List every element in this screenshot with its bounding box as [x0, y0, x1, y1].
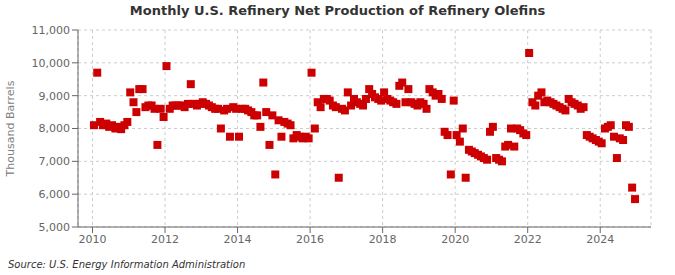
svg-text:2020: 2020	[441, 233, 469, 246]
svg-text:2016: 2016	[296, 233, 324, 246]
html-text:Source: U.S. Energy Informatio: Source: U.S. Energy Information Administ…	[8, 259, 246, 270]
svg-text:7,000: 7,000	[39, 155, 71, 168]
svg-text:2012: 2012	[151, 233, 179, 246]
svg-text:2018: 2018	[369, 233, 397, 246]
svg-text:11,000: 11,000	[32, 24, 71, 37]
svg-text:2022: 2022	[514, 233, 542, 246]
svg-text:Thousand Barrels: Thousand Barrels	[8, 80, 17, 177]
svg-text:2024: 2024	[586, 233, 614, 246]
svg-text:2014: 2014	[224, 233, 252, 246]
svg-text:9,000: 9,000	[39, 90, 71, 103]
svg-text:6,000: 6,000	[39, 188, 71, 201]
svg-text:8,000: 8,000	[39, 122, 71, 135]
svg-text:2010: 2010	[79, 233, 107, 246]
svg-text:5,000: 5,000	[39, 221, 71, 234]
svg-text:10,000: 10,000	[32, 57, 71, 70]
html-text:Monthly U.S. Refinery Net Prod: Monthly U.S. Refinery Net Production of …	[129, 3, 546, 18]
